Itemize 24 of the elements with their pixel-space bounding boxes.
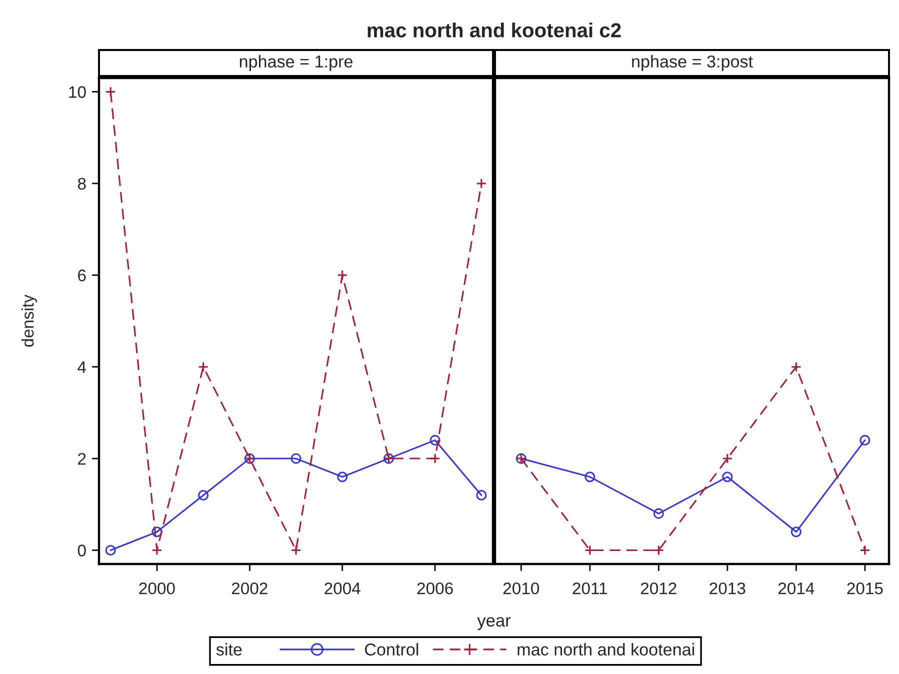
- chart-subtitle: nphase = 3:post: [632, 55, 753, 71]
- y-tick-label: 2: [78, 452, 86, 465]
- x-tick-label: 2000: [139, 582, 175, 594]
- y-tick-label: 10: [69, 86, 86, 98]
- x-tick-label: 2013: [710, 582, 746, 594]
- chart-title: mac north and kootenai c2: [368, 22, 621, 38]
- x-tick-label: 2014: [778, 582, 814, 594]
- x-tick-label: 2011: [572, 582, 607, 594]
- x-tick-label: 2006: [417, 582, 453, 594]
- legend-label: mac north and kootenai: [518, 643, 694, 656]
- y-axis-title: density: [21, 294, 37, 347]
- x-tick-label: 2010: [503, 582, 540, 594]
- y-tick-label: 0: [78, 544, 86, 556]
- chart-subtitle: nphase = 1:pre: [240, 55, 352, 71]
- legend-label: Control: [365, 643, 418, 656]
- y-tick-label: 4: [78, 361, 86, 373]
- x-axis-title: year: [477, 617, 511, 630]
- x-tick-label: 2012: [640, 582, 676, 594]
- y-tick-label: 6: [78, 270, 86, 282]
- x-tick-label: 2002: [232, 582, 268, 594]
- legend-title: site: [216, 643, 242, 656]
- y-tick-label: 8: [78, 178, 86, 190]
- x-tick-label: 2015: [847, 582, 883, 594]
- x-tick-label: 2004: [324, 582, 360, 594]
